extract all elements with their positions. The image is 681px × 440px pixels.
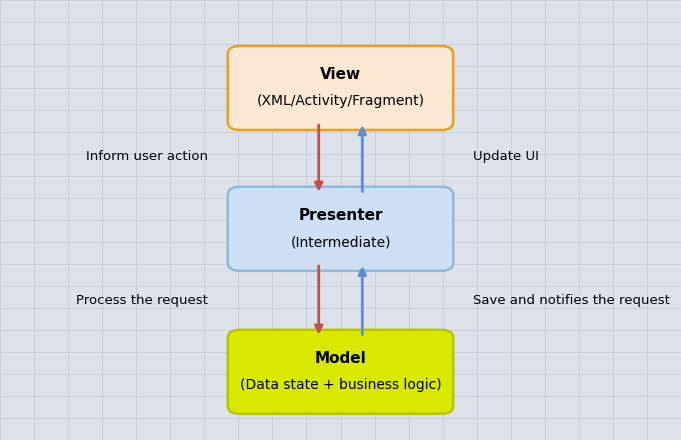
Text: Save and notifies the request: Save and notifies the request [473, 293, 670, 307]
FancyBboxPatch shape [227, 330, 453, 414]
Text: Model: Model [315, 351, 366, 366]
Text: (Intermediate): (Intermediate) [290, 235, 391, 249]
Text: (XML/Activity/Fragment): (XML/Activity/Fragment) [257, 94, 424, 108]
Text: Presenter: Presenter [298, 208, 383, 223]
FancyBboxPatch shape [227, 187, 453, 271]
Text: Inform user action: Inform user action [86, 150, 208, 163]
Text: Process the request: Process the request [76, 293, 208, 307]
FancyBboxPatch shape [227, 46, 453, 130]
Text: View: View [320, 67, 361, 82]
Text: Update UI: Update UI [473, 150, 539, 163]
Text: (Data state + business logic): (Data state + business logic) [240, 378, 441, 392]
